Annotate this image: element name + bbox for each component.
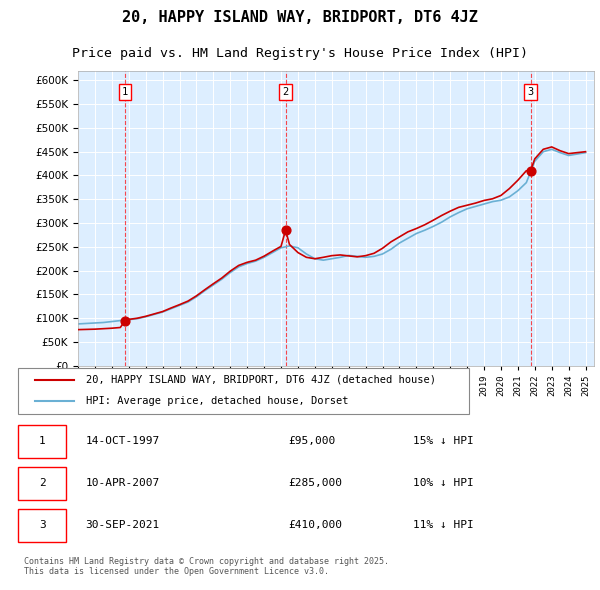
Text: 1: 1 <box>122 87 128 97</box>
Text: 30-SEP-2021: 30-SEP-2021 <box>86 520 160 530</box>
Text: 3: 3 <box>527 87 533 97</box>
FancyBboxPatch shape <box>18 368 469 414</box>
Point <box>121 316 130 325</box>
Point <box>281 225 290 235</box>
Text: 2: 2 <box>39 478 46 488</box>
Text: HPI: Average price, detached house, Dorset: HPI: Average price, detached house, Dors… <box>86 396 348 406</box>
FancyBboxPatch shape <box>18 509 66 542</box>
Text: 10-APR-2007: 10-APR-2007 <box>86 478 160 488</box>
Text: 15% ↓ HPI: 15% ↓ HPI <box>413 437 473 446</box>
FancyBboxPatch shape <box>18 467 66 500</box>
Text: 1: 1 <box>39 437 46 446</box>
FancyBboxPatch shape <box>18 425 66 458</box>
Text: 2: 2 <box>283 87 289 97</box>
Point <box>526 166 535 175</box>
Text: £285,000: £285,000 <box>289 478 343 488</box>
Text: 11% ↓ HPI: 11% ↓ HPI <box>413 520 473 530</box>
Text: 10% ↓ HPI: 10% ↓ HPI <box>413 478 473 488</box>
Text: 20, HAPPY ISLAND WAY, BRIDPORT, DT6 4JZ (detached house): 20, HAPPY ISLAND WAY, BRIDPORT, DT6 4JZ … <box>86 375 436 385</box>
Text: £410,000: £410,000 <box>289 520 343 530</box>
Text: Price paid vs. HM Land Registry's House Price Index (HPI): Price paid vs. HM Land Registry's House … <box>72 47 528 60</box>
Text: Contains HM Land Registry data © Crown copyright and database right 2025.
This d: Contains HM Land Registry data © Crown c… <box>23 557 389 576</box>
Text: £95,000: £95,000 <box>289 437 336 446</box>
Text: 3: 3 <box>39 520 46 530</box>
Text: 20, HAPPY ISLAND WAY, BRIDPORT, DT6 4JZ: 20, HAPPY ISLAND WAY, BRIDPORT, DT6 4JZ <box>122 10 478 25</box>
Text: 14-OCT-1997: 14-OCT-1997 <box>86 437 160 446</box>
